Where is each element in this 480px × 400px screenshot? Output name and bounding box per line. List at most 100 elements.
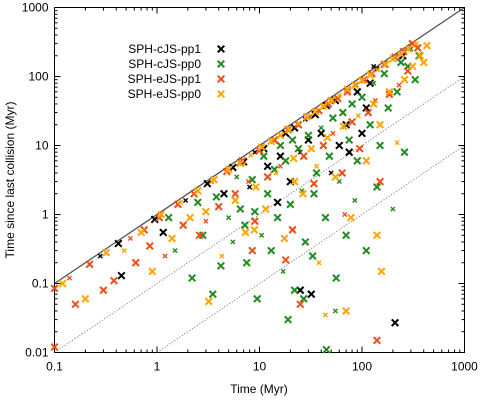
data-point-SPH-eJS-pp1 xyxy=(338,168,347,177)
data-point-SPH-eJS-pp0 xyxy=(394,140,400,146)
data-point-SPH-cJS-pp0 xyxy=(332,308,338,314)
data-point-SPH-eJS-pp0 xyxy=(261,205,270,214)
data-point-SPH-eJS-pp0 xyxy=(231,196,240,205)
data-point-SPH-cJS-pp0 xyxy=(240,221,249,230)
data-point-SPH-eJS-pp1 xyxy=(145,241,154,250)
data-point-SPH-cJS-pp0 xyxy=(411,75,420,84)
y-tick-label: 10 xyxy=(35,139,49,153)
data-point-SPH-cJS-pp1 xyxy=(182,197,189,204)
data-point-SPH-cJS-pp0 xyxy=(259,152,268,161)
data-point-SPH-eJS-pp0 xyxy=(327,96,336,105)
data-point-SPH-cJS-pp0 xyxy=(376,141,385,150)
data-point-SPH-eJS-pp0 xyxy=(313,163,320,169)
data-point-SPH-eJS-pp1 xyxy=(396,82,402,88)
data-point-SPH-eJS-pp1 xyxy=(50,284,59,293)
data-point-SPH-cJS-pp1 xyxy=(353,87,362,96)
data-point-SPH-cJS-pp0 xyxy=(248,175,257,184)
data-point-SPH-eJS-pp1 xyxy=(348,117,357,126)
legend-label: SPH-eJS-pp0 xyxy=(128,87,202,101)
data-point-SPH-cJS-pp0 xyxy=(366,120,375,129)
data-point-SPH-cJS-pp0 xyxy=(362,246,371,255)
data-point-SPH-eJS-pp1 xyxy=(376,177,385,186)
data-point-SPH-eJS-pp0 xyxy=(280,234,289,243)
data-point-SPH-eJS-pp0 xyxy=(357,76,367,85)
data-point-SPH-cJS-pp1 xyxy=(263,162,272,171)
data-point-SPH-eJS-pp0 xyxy=(408,62,417,71)
data-point-SPH-eJS-pp0 xyxy=(257,143,266,152)
legend-label: SPH-cJS-pp0 xyxy=(128,57,201,71)
data-point-SPH-eJS-pp1 xyxy=(319,141,328,150)
data-point-SPH-eJS-pp1 xyxy=(355,144,364,153)
data-point-SPH-eJS-pp0 xyxy=(137,228,146,237)
data-point-SPH-eJS-pp0 xyxy=(377,267,386,276)
data-point-SPH-eJS-pp0 xyxy=(298,189,307,198)
data-point-SPH-eJS-pp1 xyxy=(195,231,204,240)
data-point-SPH-eJS-pp0 xyxy=(251,183,260,192)
data-point-SPH-eJS-pp0 xyxy=(375,67,381,73)
y-tick-label: 0.1 xyxy=(32,277,49,291)
x-axis-title: Time (Myr) xyxy=(230,382,288,396)
data-point-SPH-eJS-pp0 xyxy=(157,210,166,219)
data-point-SPH-eJS-pp1 xyxy=(179,221,188,230)
legend-marker xyxy=(216,89,226,99)
data-point-SPH-eJS-pp1 xyxy=(85,260,94,269)
data-point-SPH-eJS-pp0 xyxy=(369,99,378,108)
data-point-SPH-eJS-pp0 xyxy=(350,81,359,90)
data-point-SPH-cJS-pp0 xyxy=(234,174,240,180)
data-point-SPH-eJS-pp0 xyxy=(102,248,111,257)
data-point-SPH-eJS-pp1 xyxy=(248,246,257,255)
data-point-SPH-cJS-pp0 xyxy=(312,168,321,177)
data-point-SPH-eJS-pp1 xyxy=(309,179,318,188)
legend-label: SPH-eJS-pp1 xyxy=(128,72,202,86)
data-point-SPH-eJS-pp0 xyxy=(346,213,355,222)
data-point-SPH-cJS-pp0 xyxy=(172,247,178,254)
data-point-SPH-eJS-pp1 xyxy=(342,211,348,218)
data-point-SPH-eJS-pp1 xyxy=(330,130,336,136)
data-point-SPH-cJS-pp0 xyxy=(273,213,282,222)
data-point-SPH-eJS-pp1 xyxy=(294,120,303,129)
data-point-SPH-eJS-pp0 xyxy=(331,172,340,181)
data-point-SPH-cJS-pp1 xyxy=(307,290,316,299)
data-point-SPH-cJS-pp0 xyxy=(294,144,303,153)
x-tick-label: 0.1 xyxy=(46,360,63,374)
data-point-SPH-eJS-pp0 xyxy=(285,125,294,134)
reference-line-2 xyxy=(54,76,465,353)
data-point-SPH-eJS-pp0 xyxy=(241,228,250,237)
y-tick-label: 100 xyxy=(28,70,48,84)
data-point-SPH-cJS-pp0 xyxy=(208,290,217,299)
data-point-SPH-eJS-pp1 xyxy=(203,218,209,224)
data-point-SPH-eJS-pp1 xyxy=(372,336,381,345)
data-point-SPH-eJS-pp0 xyxy=(322,312,329,318)
data-point-SPH-cJS-pp1 xyxy=(246,184,253,190)
data-point-SPH-cJS-pp0 xyxy=(193,198,202,207)
data-point-SPH-eJS-pp1 xyxy=(66,275,73,281)
data-point-SPH-cJS-pp0 xyxy=(259,232,265,238)
data-point-SPH-cJS-pp0 xyxy=(299,294,308,303)
data-point-SPH-eJS-pp1 xyxy=(71,300,80,309)
data-point-SPH-eJS-pp1 xyxy=(99,286,108,295)
data-point-SPH-eJS-pp0 xyxy=(267,137,276,146)
data-point-SPH-cJS-pp1 xyxy=(114,239,123,248)
data-point-SPH-eJS-pp0 xyxy=(290,177,299,186)
data-point-SPH-cJS-pp1 xyxy=(159,228,168,237)
data-point-SPH-cJS-pp0 xyxy=(242,258,251,267)
data-point-SPH-eJS-pp0 xyxy=(193,186,202,195)
data-point-SPH-cJS-pp1 xyxy=(391,318,400,327)
data-point-SPH-eJS-pp0 xyxy=(372,231,381,240)
data-point-SPH-cJS-pp0 xyxy=(384,103,393,112)
y-axis-title: Time since last collision (Myr) xyxy=(3,102,17,259)
data-point-SPH-cJS-pp0 xyxy=(393,87,402,96)
data-point-SPH-eJS-pp0 xyxy=(404,45,413,54)
data-point-SPH-eJS-pp1 xyxy=(299,152,308,161)
data-point-SPH-cJS-pp0 xyxy=(267,246,276,255)
data-point-SPH-cJS-pp1 xyxy=(117,271,126,280)
data-point-SPH-cJS-pp0 xyxy=(400,148,409,157)
data-point-SPH-cJS-pp0 xyxy=(230,239,236,245)
data-point-SPH-cJS-pp1 xyxy=(357,129,367,138)
data-point-SPH-eJS-pp0 xyxy=(307,144,316,153)
data-point-SPH-cJS-pp0 xyxy=(284,315,293,324)
data-point-SPH-eJS-pp0 xyxy=(388,54,397,63)
data-point-SPH-cJS-pp0 xyxy=(212,192,221,201)
data-point-SPH-eJS-pp0 xyxy=(121,247,127,254)
